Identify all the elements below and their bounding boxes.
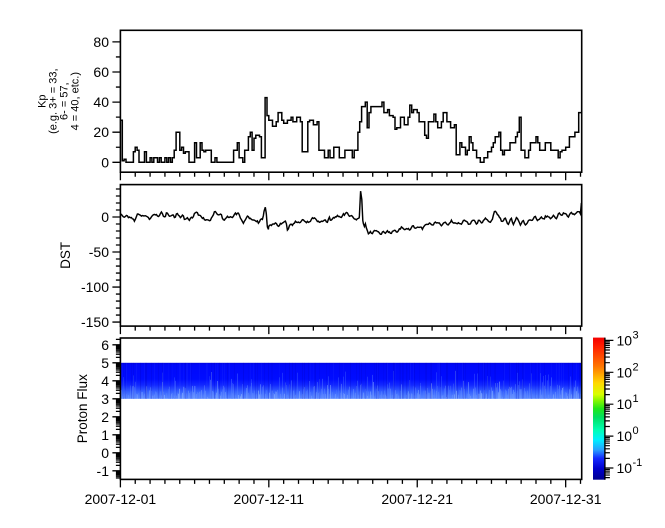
svg-text:4: 4: [101, 373, 109, 389]
svg-text:2: 2: [101, 409, 109, 425]
svg-text:2007-12-01: 2007-12-01: [85, 491, 157, 507]
svg-text:-1: -1: [97, 463, 110, 479]
svg-text:10: 10: [617, 364, 633, 380]
svg-text:-150: -150: [81, 314, 109, 330]
svg-text:0: 0: [101, 445, 109, 461]
svg-text:3: 3: [101, 391, 109, 407]
svg-text:1: 1: [101, 427, 109, 443]
svg-text:10: 10: [617, 428, 633, 444]
svg-text:60: 60: [93, 64, 109, 80]
svg-text:10: 10: [617, 396, 633, 412]
svg-text:6- = 57,: 6- = 57,: [59, 82, 71, 120]
svg-text:-1: -1: [633, 457, 643, 469]
svg-text:Proton Flux: Proton Flux: [75, 374, 90, 443]
svg-text:-100: -100: [81, 279, 109, 295]
svg-text:0: 0: [101, 209, 109, 225]
svg-text:3: 3: [633, 329, 639, 341]
svg-text:5: 5: [101, 355, 109, 371]
svg-text:80: 80: [93, 34, 109, 50]
svg-text:2007-12-21: 2007-12-21: [381, 491, 453, 507]
svg-text:2007-12-11: 2007-12-11: [234, 491, 305, 507]
svg-text:10: 10: [617, 460, 633, 476]
svg-text:1: 1: [633, 393, 639, 405]
svg-text:2007-12-31: 2007-12-31: [530, 491, 602, 507]
svg-text:20: 20: [93, 124, 109, 140]
svg-text:4 = 40, etc.): 4 = 40, etc.): [70, 72, 82, 130]
svg-text:Kp: Kp: [37, 94, 49, 107]
svg-text:10: 10: [617, 332, 633, 348]
svg-text:-50: -50: [89, 244, 109, 260]
svg-text:6: 6: [101, 337, 109, 353]
svg-text:DST: DST: [58, 242, 73, 269]
svg-text:(e.g. 3+ = 33,: (e.g. 3+ = 33,: [48, 68, 60, 133]
svg-text:40: 40: [93, 94, 109, 110]
svg-text:0: 0: [633, 425, 639, 437]
svg-text:2: 2: [633, 361, 639, 373]
svg-text:0: 0: [101, 154, 109, 170]
